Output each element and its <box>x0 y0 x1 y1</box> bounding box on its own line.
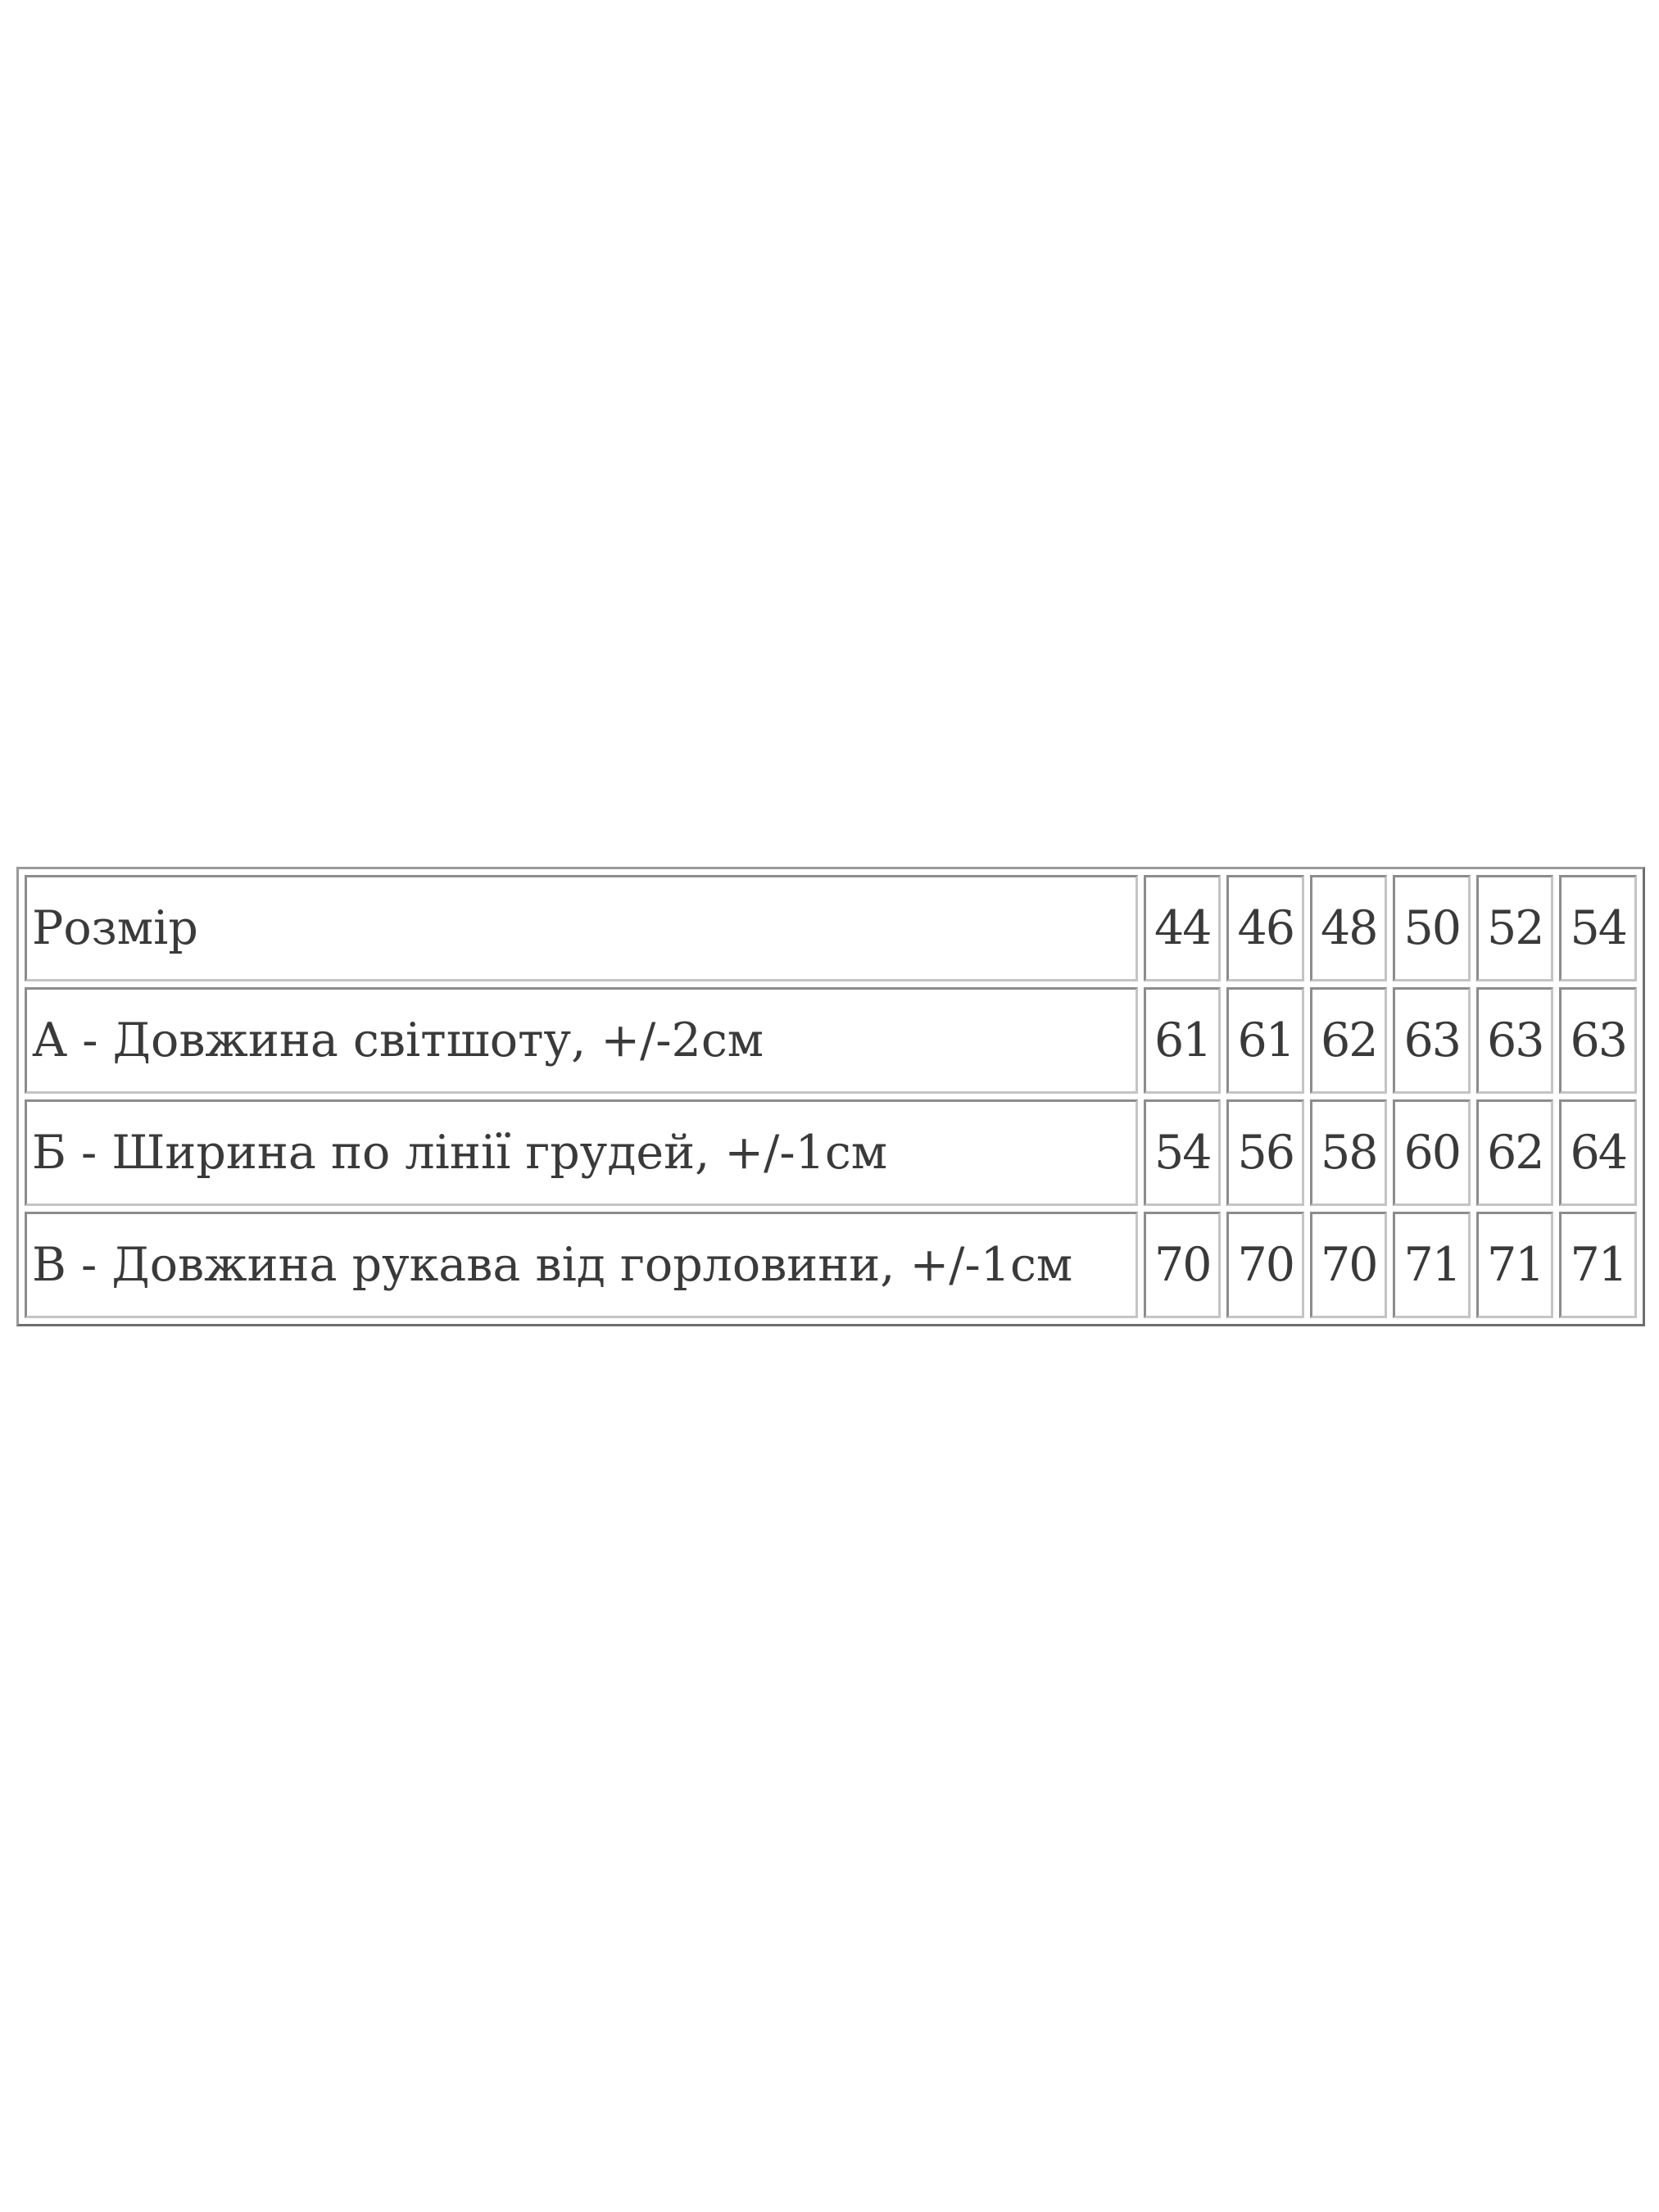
row-label: В - Довжина рукава від горловини, +/-1см <box>25 1212 1138 1318</box>
size-header-cell: 48 <box>1309 875 1388 981</box>
table-cell: 70 <box>1226 1212 1304 1318</box>
table-row: А - Довжина світшоту, +/-2см 61 61 62 63… <box>25 987 1637 1094</box>
table-header-row: Розмір 44 46 48 50 52 54 <box>25 875 1637 981</box>
table-row: В - Довжина рукава від горловини, +/-1см… <box>25 1212 1637 1318</box>
table-row: Б - Ширина по лінії грудей, +/-1см 54 56… <box>25 1099 1637 1206</box>
table-cell: 70 <box>1309 1212 1388 1318</box>
row-label: Б - Ширина по лінії грудей, +/-1см <box>25 1099 1138 1206</box>
table-cell: 71 <box>1393 1212 1471 1318</box>
table-cell: 70 <box>1143 1212 1222 1318</box>
table-cell: 71 <box>1475 1212 1554 1318</box>
table-cell: 64 <box>1559 1099 1637 1206</box>
table-cell: 58 <box>1309 1099 1388 1206</box>
size-header-cell: 44 <box>1143 875 1222 981</box>
table-cell: 61 <box>1226 987 1304 1094</box>
table-cell: 62 <box>1309 987 1388 1094</box>
table-cell: 62 <box>1475 1099 1554 1206</box>
size-chart-table: Розмір 44 46 48 50 52 54 А - Довжина сві… <box>16 867 1645 1326</box>
row-label: А - Довжина світшоту, +/-2см <box>25 987 1138 1094</box>
table-cell: 71 <box>1559 1212 1637 1318</box>
table-cell: 61 <box>1143 987 1222 1094</box>
size-header-cell: 46 <box>1226 875 1304 981</box>
table-cell: 60 <box>1393 1099 1471 1206</box>
table-cell: 63 <box>1559 987 1637 1094</box>
size-header-label: Розмір <box>25 875 1138 981</box>
table-cell: 63 <box>1475 987 1554 1094</box>
table-cell: 54 <box>1143 1099 1222 1206</box>
size-header-cell: 54 <box>1559 875 1637 981</box>
size-header-cell: 50 <box>1393 875 1471 981</box>
size-header-cell: 52 <box>1475 875 1554 981</box>
table-cell: 56 <box>1226 1099 1304 1206</box>
table-cell: 63 <box>1393 987 1471 1094</box>
